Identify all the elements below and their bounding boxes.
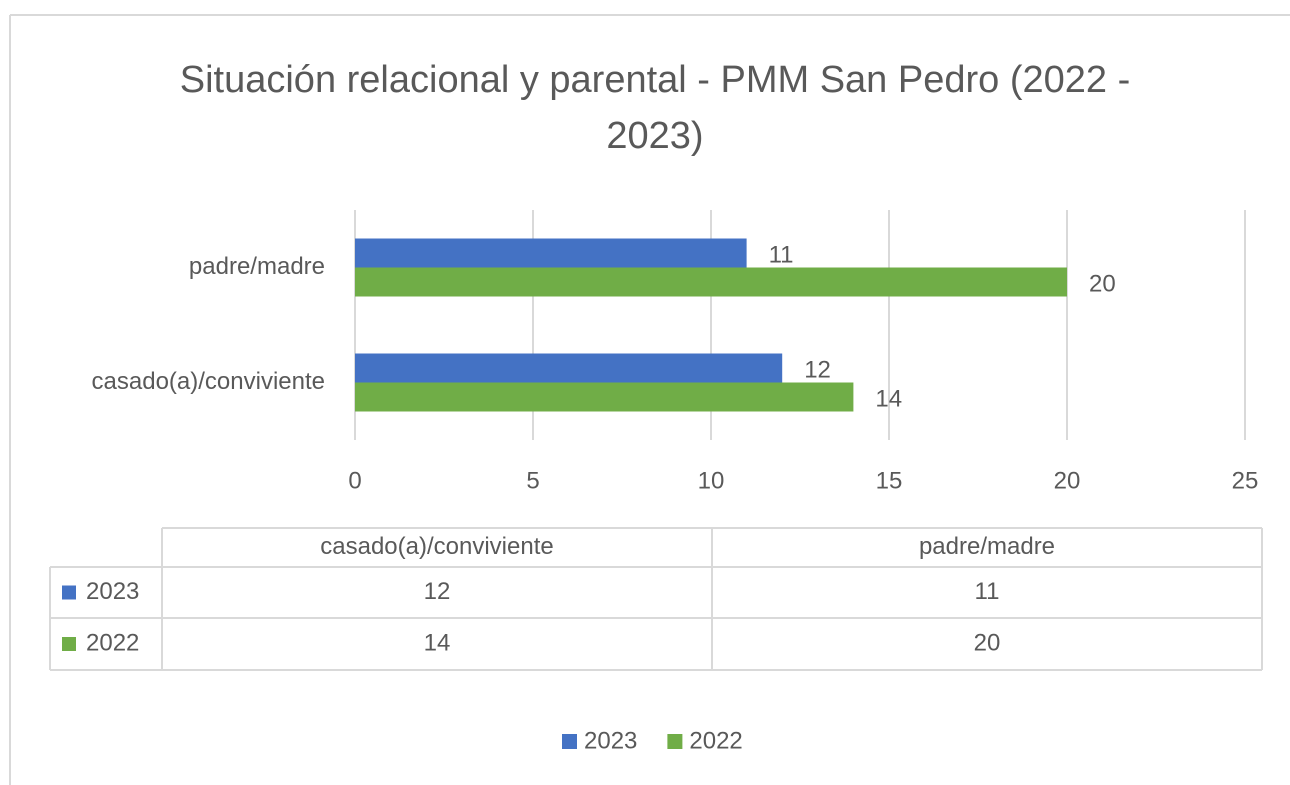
x-tick-label: 5 <box>526 467 539 494</box>
y-tick-label: padre/madre <box>189 253 325 280</box>
table-cell: 14 <box>424 629 451 656</box>
x-tick-label: 0 <box>348 467 361 494</box>
legend-swatch <box>667 734 683 749</box>
bar <box>355 238 747 268</box>
table-header: padre/madre <box>919 533 1055 560</box>
table-header: casado(a)/conviviente <box>320 533 553 560</box>
x-tick-label: 20 <box>1054 467 1081 494</box>
x-tick-label: 15 <box>876 467 903 494</box>
legend-swatch <box>562 734 577 749</box>
x-tick-label: 10 <box>698 467 725 494</box>
table-cell: 11 <box>975 578 1000 605</box>
x-tick-label: 25 <box>1232 467 1259 494</box>
table-key <box>62 585 76 600</box>
chart-title: Situación relacional y parental - PMM Sa… <box>179 59 1131 157</box>
table-cell: 20 <box>974 629 1001 656</box>
data-label: 12 <box>804 356 831 383</box>
y-tick-label: casado(a)/conviviente <box>92 368 325 395</box>
table-key <box>62 637 76 651</box>
bar <box>355 353 783 383</box>
data-label: 20 <box>1089 270 1116 297</box>
data-label: 11 <box>769 241 794 268</box>
table-row-label: 2022 <box>86 629 139 656</box>
data-label: 14 <box>875 385 902 412</box>
legend-label: 2023 <box>584 727 637 754</box>
table-cell: 12 <box>424 578 451 605</box>
bar <box>355 382 854 412</box>
legend-label: 2022 <box>689 727 742 754</box>
bar <box>355 267 1067 297</box>
table-row-label: 2023 <box>86 578 139 605</box>
